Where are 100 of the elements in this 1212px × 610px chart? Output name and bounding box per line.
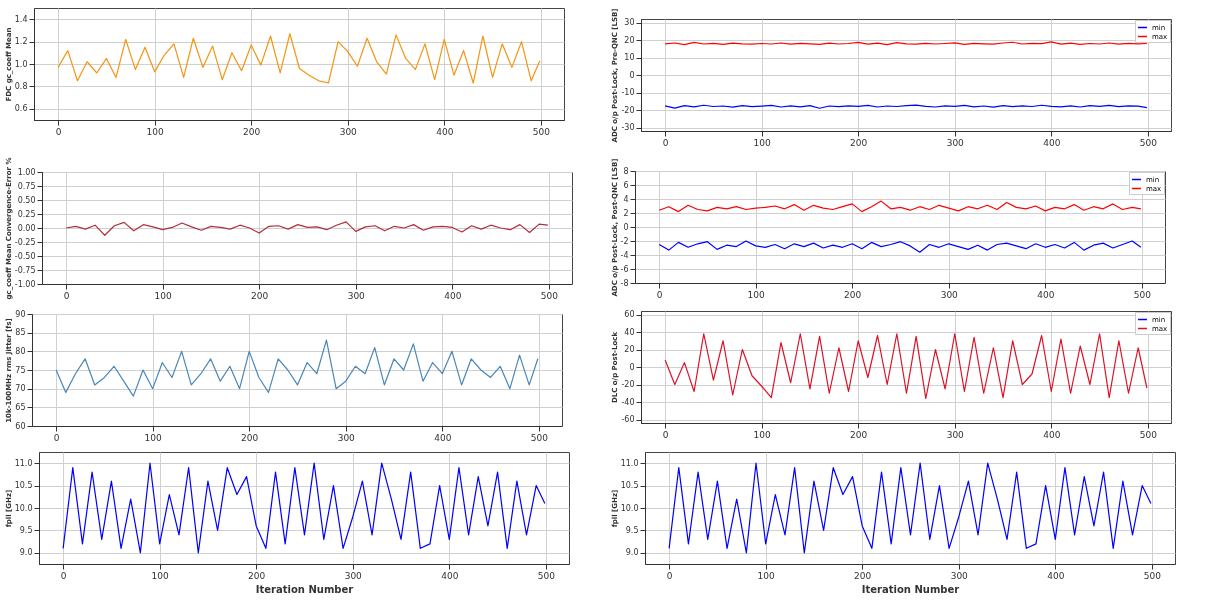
- x-tick-label: 0: [656, 289, 663, 300]
- y-tick-label: -60: [621, 415, 635, 424]
- x-tick-label: 500: [532, 126, 551, 137]
- x-tick-label: 400: [1047, 570, 1065, 581]
- y-tick-label: 0.75: [17, 181, 36, 191]
- x-tick-label: 300: [339, 126, 358, 137]
- y-tick-label: 0.25: [17, 209, 36, 219]
- y-tick-label: 0: [629, 70, 635, 80]
- y-tick-label: 11.0: [14, 458, 33, 468]
- line-series: [57, 33, 541, 84]
- line-series: [658, 200, 1142, 213]
- x-tick-label: 400: [444, 290, 462, 301]
- x-tick-label: 200: [844, 289, 862, 300]
- x-tick-label: 300: [946, 429, 965, 440]
- x-tick-label: 100: [146, 126, 165, 137]
- y-tick-label: 9.0: [625, 548, 639, 558]
- y-tick-label: 10: [624, 53, 635, 62]
- x-tick-label: 500: [537, 570, 556, 581]
- y-tick-label: 0.00: [17, 223, 36, 233]
- y-tick-label: -1.00: [14, 279, 36, 289]
- x-tick-label: 400: [1037, 289, 1055, 300]
- y-tick-label: 65: [15, 402, 26, 412]
- line-series: [62, 462, 546, 554]
- y-tick-label: -20: [621, 105, 635, 115]
- x-tick-label: 300: [347, 290, 366, 301]
- x-tick-label: 0: [662, 429, 669, 440]
- x-tick-label: 400: [1043, 137, 1061, 148]
- x-tick-label: 400: [1043, 429, 1061, 440]
- x-tick-label: 0: [63, 290, 70, 301]
- x-tick-label: 100: [747, 289, 766, 300]
- y-tick-label: 0.6: [14, 104, 28, 114]
- y-tick-label: 10.5: [14, 481, 33, 491]
- x-tick-label: 200: [248, 570, 266, 581]
- y-tick-label: 1.00: [17, 167, 36, 177]
- x-tick-label: 200: [241, 432, 259, 443]
- x-tick-label: 300: [940, 289, 959, 300]
- x-tick-label: 100: [151, 570, 170, 581]
- y-tick-label: 10.0: [14, 503, 33, 513]
- x-tick-label: 0: [666, 570, 673, 581]
- y-tick-label: -2: [620, 236, 629, 246]
- y-tick-label: 20: [624, 345, 635, 354]
- y-tick-label: 1.0: [14, 59, 28, 69]
- y-tick-label: -0.75: [14, 265, 36, 275]
- y-tick-label: 9.0: [19, 548, 33, 558]
- y-tick-label: 6: [623, 180, 629, 190]
- y-tick-label: 60: [15, 421, 26, 431]
- x-tick-label: 400: [434, 432, 452, 443]
- x-axis-title: Iteration Number: [861, 583, 960, 595]
- x-tick-label: 500: [530, 432, 549, 443]
- x-tick-label: 100: [753, 429, 772, 440]
- y-tick-label: -8: [620, 278, 629, 288]
- y-tick-label: 8: [623, 166, 629, 176]
- y-tick-label: 9.5: [625, 525, 639, 535]
- y-tick-label: 80: [15, 346, 26, 356]
- y-tick-label: 11.0: [620, 458, 639, 468]
- line-series: [65, 221, 549, 236]
- y-tick-label: 0.8: [14, 81, 28, 91]
- y-tick-label: 85: [15, 328, 26, 338]
- x-tick-label: 500: [1139, 137, 1158, 148]
- y-tick-label: 0: [623, 222, 629, 232]
- x-tick-label: 400: [441, 570, 459, 581]
- x-tick-label: 200: [243, 126, 261, 137]
- y-tick-label: -10: [621, 88, 635, 97]
- y-tick-label: -6: [620, 264, 629, 274]
- x-tick-label: 300: [337, 432, 356, 443]
- y-tick-label: 70: [15, 384, 26, 394]
- y-tick-label: 10.0: [620, 503, 639, 513]
- y-tick-label: 1.2: [14, 37, 28, 47]
- x-tick-label: 200: [850, 429, 868, 440]
- y-tick-label: -30: [621, 123, 635, 132]
- x-tick-label: 200: [850, 137, 868, 148]
- y-tick-label: 2: [623, 208, 629, 218]
- y-tick-label: 40: [624, 327, 635, 337]
- line-series: [668, 462, 1152, 554]
- y-tick-label: 20: [624, 35, 635, 45]
- x-tick-label: 200: [251, 290, 269, 301]
- line-series: [658, 240, 1142, 253]
- x-tick-label: 0: [60, 570, 67, 581]
- line-series: [664, 333, 1148, 400]
- x-tick-label: 500: [1143, 570, 1162, 581]
- x-tick-label: 500: [1139, 429, 1158, 440]
- y-tick-label: 90: [15, 309, 26, 319]
- x-tick-label: 0: [55, 126, 62, 137]
- y-tick-label: 1.4: [14, 14, 28, 24]
- x-tick-label: 0: [53, 432, 60, 443]
- y-tick-label: -0.25: [14, 237, 36, 247]
- y-tick-label: 30: [624, 18, 635, 27]
- x-tick-label: 500: [1133, 289, 1152, 300]
- x-tick-label: 100: [144, 432, 163, 443]
- y-tick-label: -20: [621, 380, 635, 389]
- x-axis-title: Iteration Number: [255, 583, 354, 595]
- y-tick-label: -40: [621, 397, 635, 407]
- x-tick-label: 100: [154, 290, 173, 301]
- y-tick-label: 75: [15, 365, 26, 375]
- x-tick-label: 300: [946, 137, 965, 148]
- x-tick-label: 400: [436, 126, 454, 137]
- line-series: [55, 339, 539, 397]
- x-tick-label: 200: [854, 570, 872, 581]
- x-tick-label: 300: [950, 570, 969, 581]
- y-tick-label: 60: [624, 310, 635, 319]
